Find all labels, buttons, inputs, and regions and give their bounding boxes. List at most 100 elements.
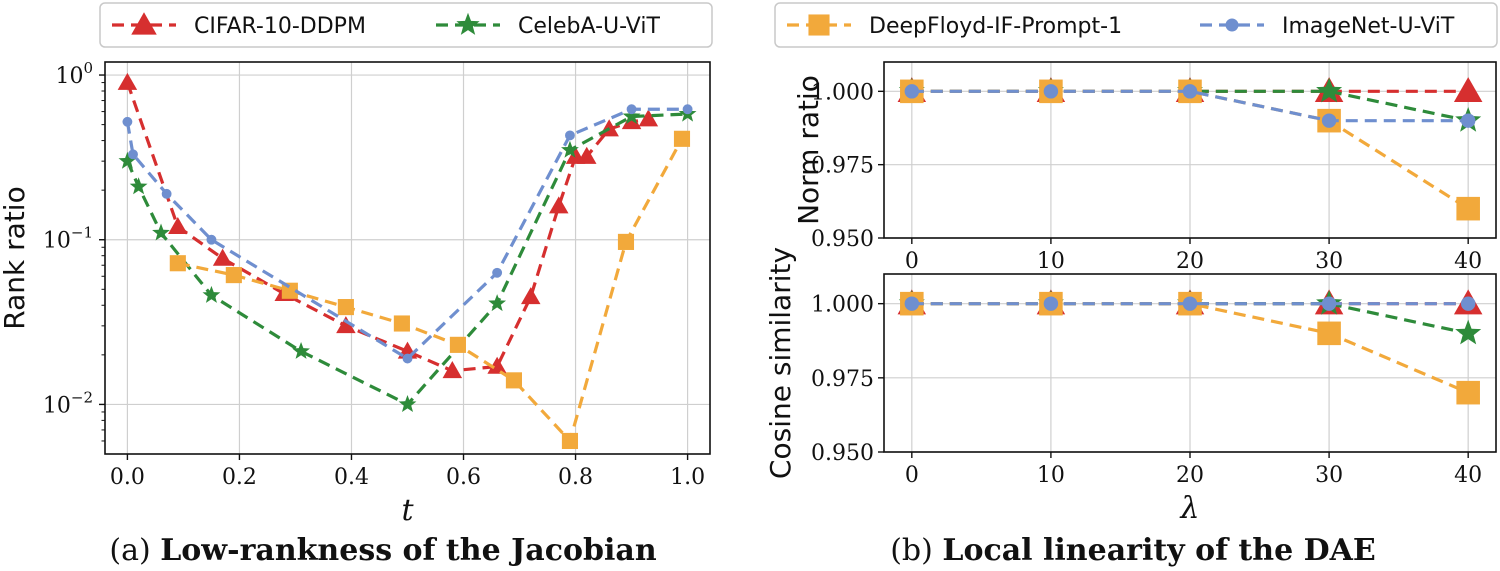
y-tick-label: 0.950 xyxy=(811,441,874,466)
x-tick-label: 30 xyxy=(1315,463,1343,488)
data-point xyxy=(561,432,579,450)
data-point xyxy=(549,196,569,214)
legend-label-celeba-u-vit: CelebA-U-ViT xyxy=(518,14,660,39)
caption-b: (b) Local linearity of the DAE xyxy=(890,533,1376,568)
x-tick-label: 0 xyxy=(905,463,919,488)
data-point xyxy=(1456,196,1480,221)
panel-a: 0.0 0.2 0.4 0.6 0.8 1.0 100 10−1 10−2 Rank ratio t xyxy=(0,59,711,528)
caption-a: (a) Low-rankness of the Jacobian xyxy=(109,533,656,568)
data-point xyxy=(152,223,170,241)
data-point xyxy=(520,287,541,305)
legend-marker xyxy=(131,12,157,35)
x-axis-label: λ xyxy=(1179,491,1199,526)
data-point xyxy=(621,112,642,130)
x-tick-label: 20 xyxy=(1176,249,1204,274)
x-axis-label: t xyxy=(401,493,414,528)
x-tick-label: 1.0 xyxy=(670,465,705,490)
data-point xyxy=(565,130,575,141)
data-point xyxy=(117,72,138,90)
x-tick-label: 20 xyxy=(1176,463,1204,488)
data-point xyxy=(1182,296,1198,311)
y-tick-label: 100 xyxy=(55,59,93,89)
legend-label-imagenet-u-vit: ImageNet-U-ViT xyxy=(1282,14,1455,39)
series-line-celeba-u-vit xyxy=(911,302,1469,335)
data-point xyxy=(169,255,186,272)
y-tick-label: 0.950 xyxy=(811,227,874,252)
data-point xyxy=(577,146,597,164)
legend: CIFAR-10-DDPM CelebA-U-ViT xyxy=(99,2,713,48)
series-line-deepfloyd-if-prompt-1 xyxy=(911,89,1470,211)
x-tick-label: 0.2 xyxy=(222,465,257,490)
legend: DeepFloyd-IF-Prompt-1 ImageNet-U-ViT xyxy=(774,2,1498,48)
x-tick-label: 40 xyxy=(1454,249,1482,274)
data-point xyxy=(1321,113,1337,128)
y-axis-label: Norm ratio xyxy=(792,75,825,225)
data-point xyxy=(161,188,172,199)
x-tick-label: 0.6 xyxy=(446,465,481,490)
data-point xyxy=(128,149,138,160)
data-point xyxy=(292,342,310,359)
data-point xyxy=(1321,296,1337,311)
y-axis-label: Rank ratio xyxy=(0,186,31,329)
x-tick-label: 40 xyxy=(1454,463,1482,488)
data-point xyxy=(617,233,635,250)
data-point xyxy=(129,177,148,195)
data-point xyxy=(626,104,637,115)
x-tick-label: 30 xyxy=(1315,249,1343,274)
data-point xyxy=(1453,77,1483,103)
data-point xyxy=(561,140,579,158)
series-celeba-u-vit xyxy=(118,104,697,412)
data-point xyxy=(622,107,641,125)
data-point xyxy=(212,248,233,266)
series-imagenet-u-vit xyxy=(904,296,1476,311)
axes-frame xyxy=(104,61,711,455)
data-point xyxy=(673,130,691,147)
data-point xyxy=(225,267,242,284)
data-point xyxy=(488,294,507,312)
data-point xyxy=(1456,380,1480,405)
series-line-celeba-u-vit xyxy=(125,112,688,407)
data-point xyxy=(393,315,410,332)
data-point xyxy=(904,84,920,99)
data-point xyxy=(904,296,920,311)
y-tick-label: 1.000 xyxy=(811,293,874,318)
series-imagenet-u-vit xyxy=(122,104,693,364)
data-point xyxy=(206,234,217,245)
series-line-deepfloyd-if-prompt-1 xyxy=(177,138,684,443)
data-point xyxy=(638,109,659,127)
legend-box xyxy=(774,2,1498,48)
legend-marker xyxy=(1225,18,1239,32)
y-tick-label: 0.975 xyxy=(811,367,874,392)
data-point xyxy=(1460,113,1476,128)
legend-label-cifar-10-ddpm: CIFAR-10-DDPM xyxy=(194,14,366,39)
x-tick-label: 0 xyxy=(905,249,919,274)
series-line-imagenet-u-vit xyxy=(911,89,1469,123)
series-line-cifar-10-ddpm xyxy=(125,82,649,373)
legend-marker xyxy=(808,14,830,36)
data-point xyxy=(682,104,693,115)
data-point xyxy=(1316,77,1343,103)
series-deepfloyd-if-prompt-1 xyxy=(169,130,691,450)
y-tick-label: 0.975 xyxy=(811,154,874,179)
legend-box xyxy=(99,2,713,48)
data-point xyxy=(1460,296,1476,311)
data-point xyxy=(122,116,133,127)
data-point xyxy=(492,267,503,278)
x-tick-label: 10 xyxy=(1037,463,1065,488)
x-tick-label: 10 xyxy=(1037,249,1065,274)
legend-marker xyxy=(456,12,480,35)
x-tick-label: 0.4 xyxy=(334,465,369,490)
data-point xyxy=(1182,84,1198,99)
y-tick-label: 10−1 xyxy=(43,224,93,254)
y-axis-label: Cosine similarity xyxy=(764,247,797,479)
data-point xyxy=(336,316,356,334)
data-point xyxy=(337,299,354,316)
x-tick-label: 0.8 xyxy=(558,465,593,490)
y-tick-label: 1.000 xyxy=(811,80,874,105)
data-point xyxy=(202,285,221,303)
y-tick-label: 10−2 xyxy=(43,388,93,418)
panel-b-cosine: 0 10 20 30 40 0.950 0.975 1.000 Cosine similarit… xyxy=(764,247,1497,526)
series-cifar-10-ddpm xyxy=(117,72,659,379)
